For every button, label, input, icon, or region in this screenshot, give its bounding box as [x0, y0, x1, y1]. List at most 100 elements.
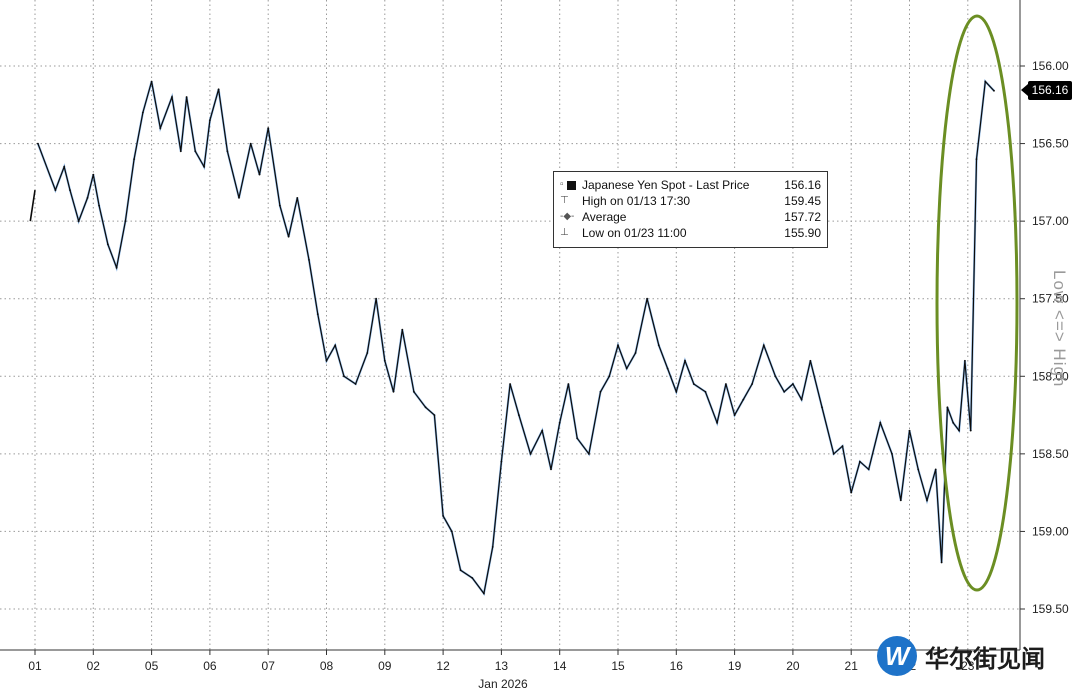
- legend-label: Low on 01/23 11:00: [582, 226, 687, 240]
- data-point: [984, 80, 987, 83]
- data-point: [92, 173, 95, 176]
- y-tick-label: 156.50: [1032, 137, 1069, 151]
- watermark-logo-icon: W: [877, 636, 917, 676]
- data-point: [657, 344, 660, 347]
- data-point: [742, 398, 745, 401]
- data-point: [958, 429, 960, 432]
- data-point: [279, 204, 281, 207]
- data-point: [940, 561, 943, 564]
- data-point: [917, 468, 920, 471]
- data-point: [792, 383, 794, 385]
- data-point: [343, 375, 345, 378]
- data-point: [366, 352, 369, 354]
- series-layer: [29, 79, 995, 597]
- data-point: [899, 499, 902, 502]
- data-point: [952, 421, 955, 424]
- data-point: [550, 468, 552, 471]
- x-tick-label: 23: [961, 659, 975, 673]
- watermark: W 华尔街见闻: [877, 634, 1045, 678]
- y-tick-label: 159.00: [1032, 524, 1069, 538]
- data-point: [975, 158, 978, 161]
- grid: [0, 0, 1020, 650]
- data-point: [684, 359, 686, 362]
- data-point: [142, 111, 144, 114]
- x-axis-title: Jan 2026: [478, 677, 528, 690]
- data-point: [993, 89, 995, 92]
- data-point: [675, 390, 678, 393]
- data-point: [588, 453, 590, 455]
- data-point: [433, 414, 436, 416]
- data-point: [354, 383, 357, 385]
- data-point: [249, 142, 252, 145]
- data-point: [859, 460, 861, 463]
- legend-label: High on 01/13 17:30: [582, 194, 691, 208]
- data-point: [63, 165, 66, 168]
- data-point: [541, 429, 544, 432]
- data-point: [646, 297, 648, 300]
- data-point: [450, 530, 453, 533]
- data-point: [267, 127, 270, 129]
- data-point: [77, 220, 80, 223]
- x-tick-label: 07: [262, 659, 276, 673]
- x-tick-label: 21: [845, 659, 859, 673]
- series-line: [37, 80, 995, 595]
- x-tick-label: 02: [87, 659, 101, 673]
- data-point: [529, 453, 532, 455]
- data-point: [716, 421, 718, 424]
- data-point: [226, 150, 229, 153]
- data-point: [841, 445, 844, 447]
- data-point: [308, 259, 310, 261]
- y-tick-label: 158.00: [1032, 369, 1069, 383]
- data-point: [509, 383, 511, 385]
- data-point: [185, 96, 188, 98]
- data-point: [459, 569, 462, 572]
- x-tick-label: 05: [145, 659, 159, 673]
- data-point: [908, 429, 911, 432]
- y-tick-label: 159.50: [1032, 602, 1069, 616]
- x-tick-label: 09: [378, 659, 392, 673]
- data-point: [325, 359, 328, 362]
- data-point: [762, 344, 765, 347]
- legend-label: Average: [582, 210, 627, 224]
- data-point: [850, 491, 853, 494]
- legend-swatch-icon: ▫: [560, 177, 582, 193]
- data-point: [383, 359, 386, 362]
- data-point: [567, 383, 570, 385]
- legend-item-last-price: ▫ Japanese Yen Spot - Last Price 156.16: [560, 177, 821, 193]
- data-point: [413, 390, 415, 393]
- x-tick-label: 13: [495, 659, 509, 673]
- series-line-shadow: [36, 79, 995, 597]
- data-point: [558, 421, 561, 424]
- data-point: [666, 367, 669, 370]
- data-point: [287, 235, 290, 238]
- data-point: [296, 197, 299, 199]
- x-tick-label: 12: [436, 659, 450, 673]
- data-point: [401, 328, 404, 331]
- legend-value: 159.45: [784, 194, 821, 208]
- data-point: [334, 344, 337, 347]
- data-point: [704, 390, 707, 393]
- data-point: [375, 297, 377, 300]
- data-point: [634, 352, 637, 354]
- data-point: [500, 460, 503, 463]
- x-tick-label: 20: [786, 659, 800, 673]
- data-point: [238, 197, 240, 199]
- data-point: [576, 437, 579, 440]
- data-point: [809, 359, 812, 362]
- highlight-ellipse: [935, 14, 1019, 592]
- average-marker-icon: -◆-: [560, 211, 575, 222]
- data-point: [442, 515, 444, 517]
- data-point: [209, 119, 211, 122]
- data-point: [599, 390, 602, 393]
- data-point: [733, 414, 736, 416]
- data-point: [800, 398, 803, 401]
- data-point: [491, 546, 494, 548]
- data-point: [879, 421, 882, 424]
- axis-direction-label: Low <=> High: [1050, 270, 1069, 388]
- watermark-text: 华尔街见闻: [925, 644, 1045, 673]
- tick-labels: 0102050607080912131415161920212223156.00…: [28, 59, 1069, 673]
- data-point: [821, 406, 823, 409]
- high-marker-icon: ⊤: [560, 195, 569, 206]
- data-point: [203, 165, 206, 168]
